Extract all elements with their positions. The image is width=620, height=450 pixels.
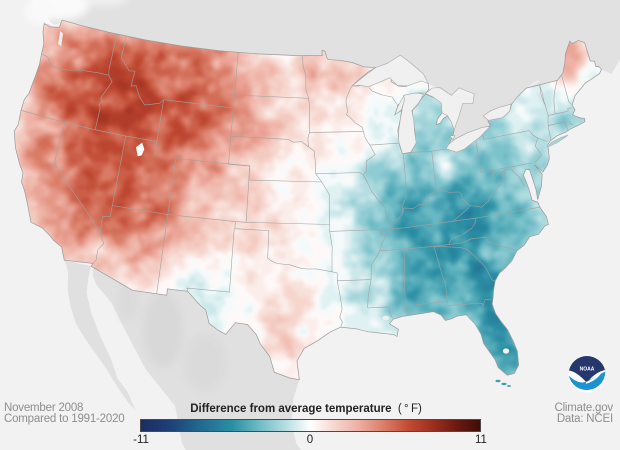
svg-text:NOAA: NOAA [580, 367, 595, 373]
